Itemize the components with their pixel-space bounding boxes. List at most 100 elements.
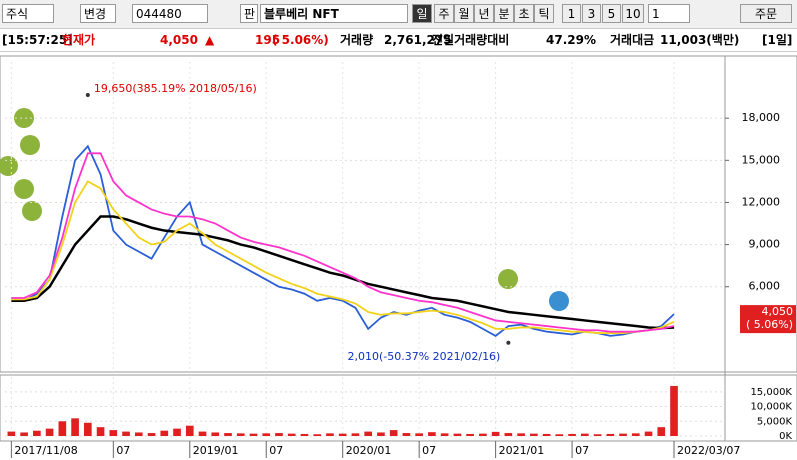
volume-bar [262,433,271,436]
volume-bar [364,431,373,436]
toolbar-button[interactable]: 5 [602,4,621,23]
y-tick-label: 12,000 [742,195,781,208]
quote-field: 11,003(백만) [660,33,740,47]
volume-bar [275,433,283,436]
volume-tick-label: 10,000K [750,402,792,413]
volume-tick-label: 0K [779,431,792,442]
volume-bar [479,433,487,436]
volume-bar [122,431,130,436]
annotation: 2,010(-50.37% 2021/02/16) [347,350,500,363]
toolbar-button[interactable]: 3 [582,4,601,23]
x-tick-label: 07 [269,444,283,457]
volume-bar [491,431,500,436]
toolbar-field[interactable]: 주식 [2,4,54,23]
x-tick-label: 2019/01 [193,444,239,457]
quote-field: [15:57:25] [2,33,73,47]
volume-bar [657,427,666,436]
volume-bar [109,430,118,436]
marker [14,108,34,128]
quote-bar: [15:57:25] 현재가 4,050 ▲ 195( 5.06%) 거래량 2,761,2… [0,29,797,52]
x-tick-label: 2020/01 [346,444,392,457]
toolbar-button[interactable]: 주문 [740,4,792,23]
x-tick-label: 07 [422,444,436,457]
quote-field: ( 5.06%) [272,33,329,47]
quote-field: 47.29% [546,33,596,47]
volume-bar [160,430,169,436]
toolbar-button[interactable]: 년 [474,4,494,23]
quote-field: 195 [255,33,281,47]
marker [549,291,569,311]
toolbar-field[interactable]: 판 [240,4,258,23]
toolbar-field[interactable]: 1 [648,4,690,23]
volume-bar [440,433,449,436]
volume-bar [568,433,576,436]
last-price-change: ( 5.06%) [746,318,793,331]
volume-bar [593,434,602,436]
volume-bar [173,428,181,436]
volume-bar [581,433,589,436]
quote-field: 거래량 [340,33,374,47]
toolbar-button[interactable]: 월 [454,4,474,23]
quote-field: 거래대금 [610,33,655,47]
volume-bar [389,430,398,436]
toolbar: 주식 변경 044480 판 블루베리 NFT 일 주 월 년 분 초 틱 1 3 5 10 1 주문 [0,0,797,29]
toolbar-button[interactable]: 분 [494,4,514,23]
last-price-box [740,305,796,334]
volume-bar [224,433,232,436]
marker [498,269,518,289]
toolbar-field[interactable]: 블루베리 NFT [260,4,408,23]
toolbar-button[interactable]: 10 [622,4,644,23]
series-line [11,144,675,337]
x-tick-label: 2021/01 [499,444,545,457]
last-price-label: 4,050 [762,305,794,318]
x-tick-label: 07 [575,444,589,457]
toolbar-button[interactable]: 1 [562,4,581,23]
volume-bar [45,428,54,436]
volume-bar [198,431,207,436]
volume-bar [249,433,258,436]
toolbar-button[interactable]: 초 [514,4,534,23]
volume-bar [670,385,678,436]
volume-bar [33,430,41,436]
toolbar-button[interactable]: 일 [412,4,432,23]
volume-bar [402,433,411,436]
y-tick-label: 18,000 [742,111,781,124]
series-line [11,180,675,334]
toolbar-field[interactable]: 044480 [132,4,208,23]
volume-bar [20,432,28,436]
volume-bar [415,433,423,436]
volume-bar [313,434,322,436]
annotation: 19,650(385.19% 2018/05/16) [94,82,257,95]
marker [22,201,42,221]
volume-bar [428,432,436,436]
y-tick-label: 15,000 [742,153,781,166]
annotation-point [85,93,90,98]
toolbar-button[interactable]: 주 [434,4,454,23]
marker [14,179,34,199]
quote-field: 현재가 [62,33,96,47]
volume-bar [326,433,334,436]
volume-bar [236,433,245,436]
y-tick-label: 9,000 [749,238,781,251]
y-tick-label: 6,000 [749,280,781,293]
volume-bar [211,432,220,436]
x-tick-label: 2017/11/08 [14,444,77,457]
volume-bar [555,434,564,436]
quote-field: 전일거래량대비 [432,33,510,47]
volume-bar [542,433,551,436]
volume-bar [631,433,640,436]
volume-bar [185,425,194,436]
quote-field: ▲ [205,33,215,47]
volume-bar [619,433,627,436]
volume-bar [287,433,296,436]
volume-bar [530,433,538,436]
marker [0,156,18,176]
volume-bar [300,433,309,436]
toolbar-field[interactable]: 변경 [80,4,116,23]
toolbar-button[interactable]: 틱 [534,4,554,23]
volume-bar [338,433,347,436]
volume-tick-label: 5,000K [757,416,793,427]
volume-bar [147,433,156,436]
volume-bar [134,432,143,436]
